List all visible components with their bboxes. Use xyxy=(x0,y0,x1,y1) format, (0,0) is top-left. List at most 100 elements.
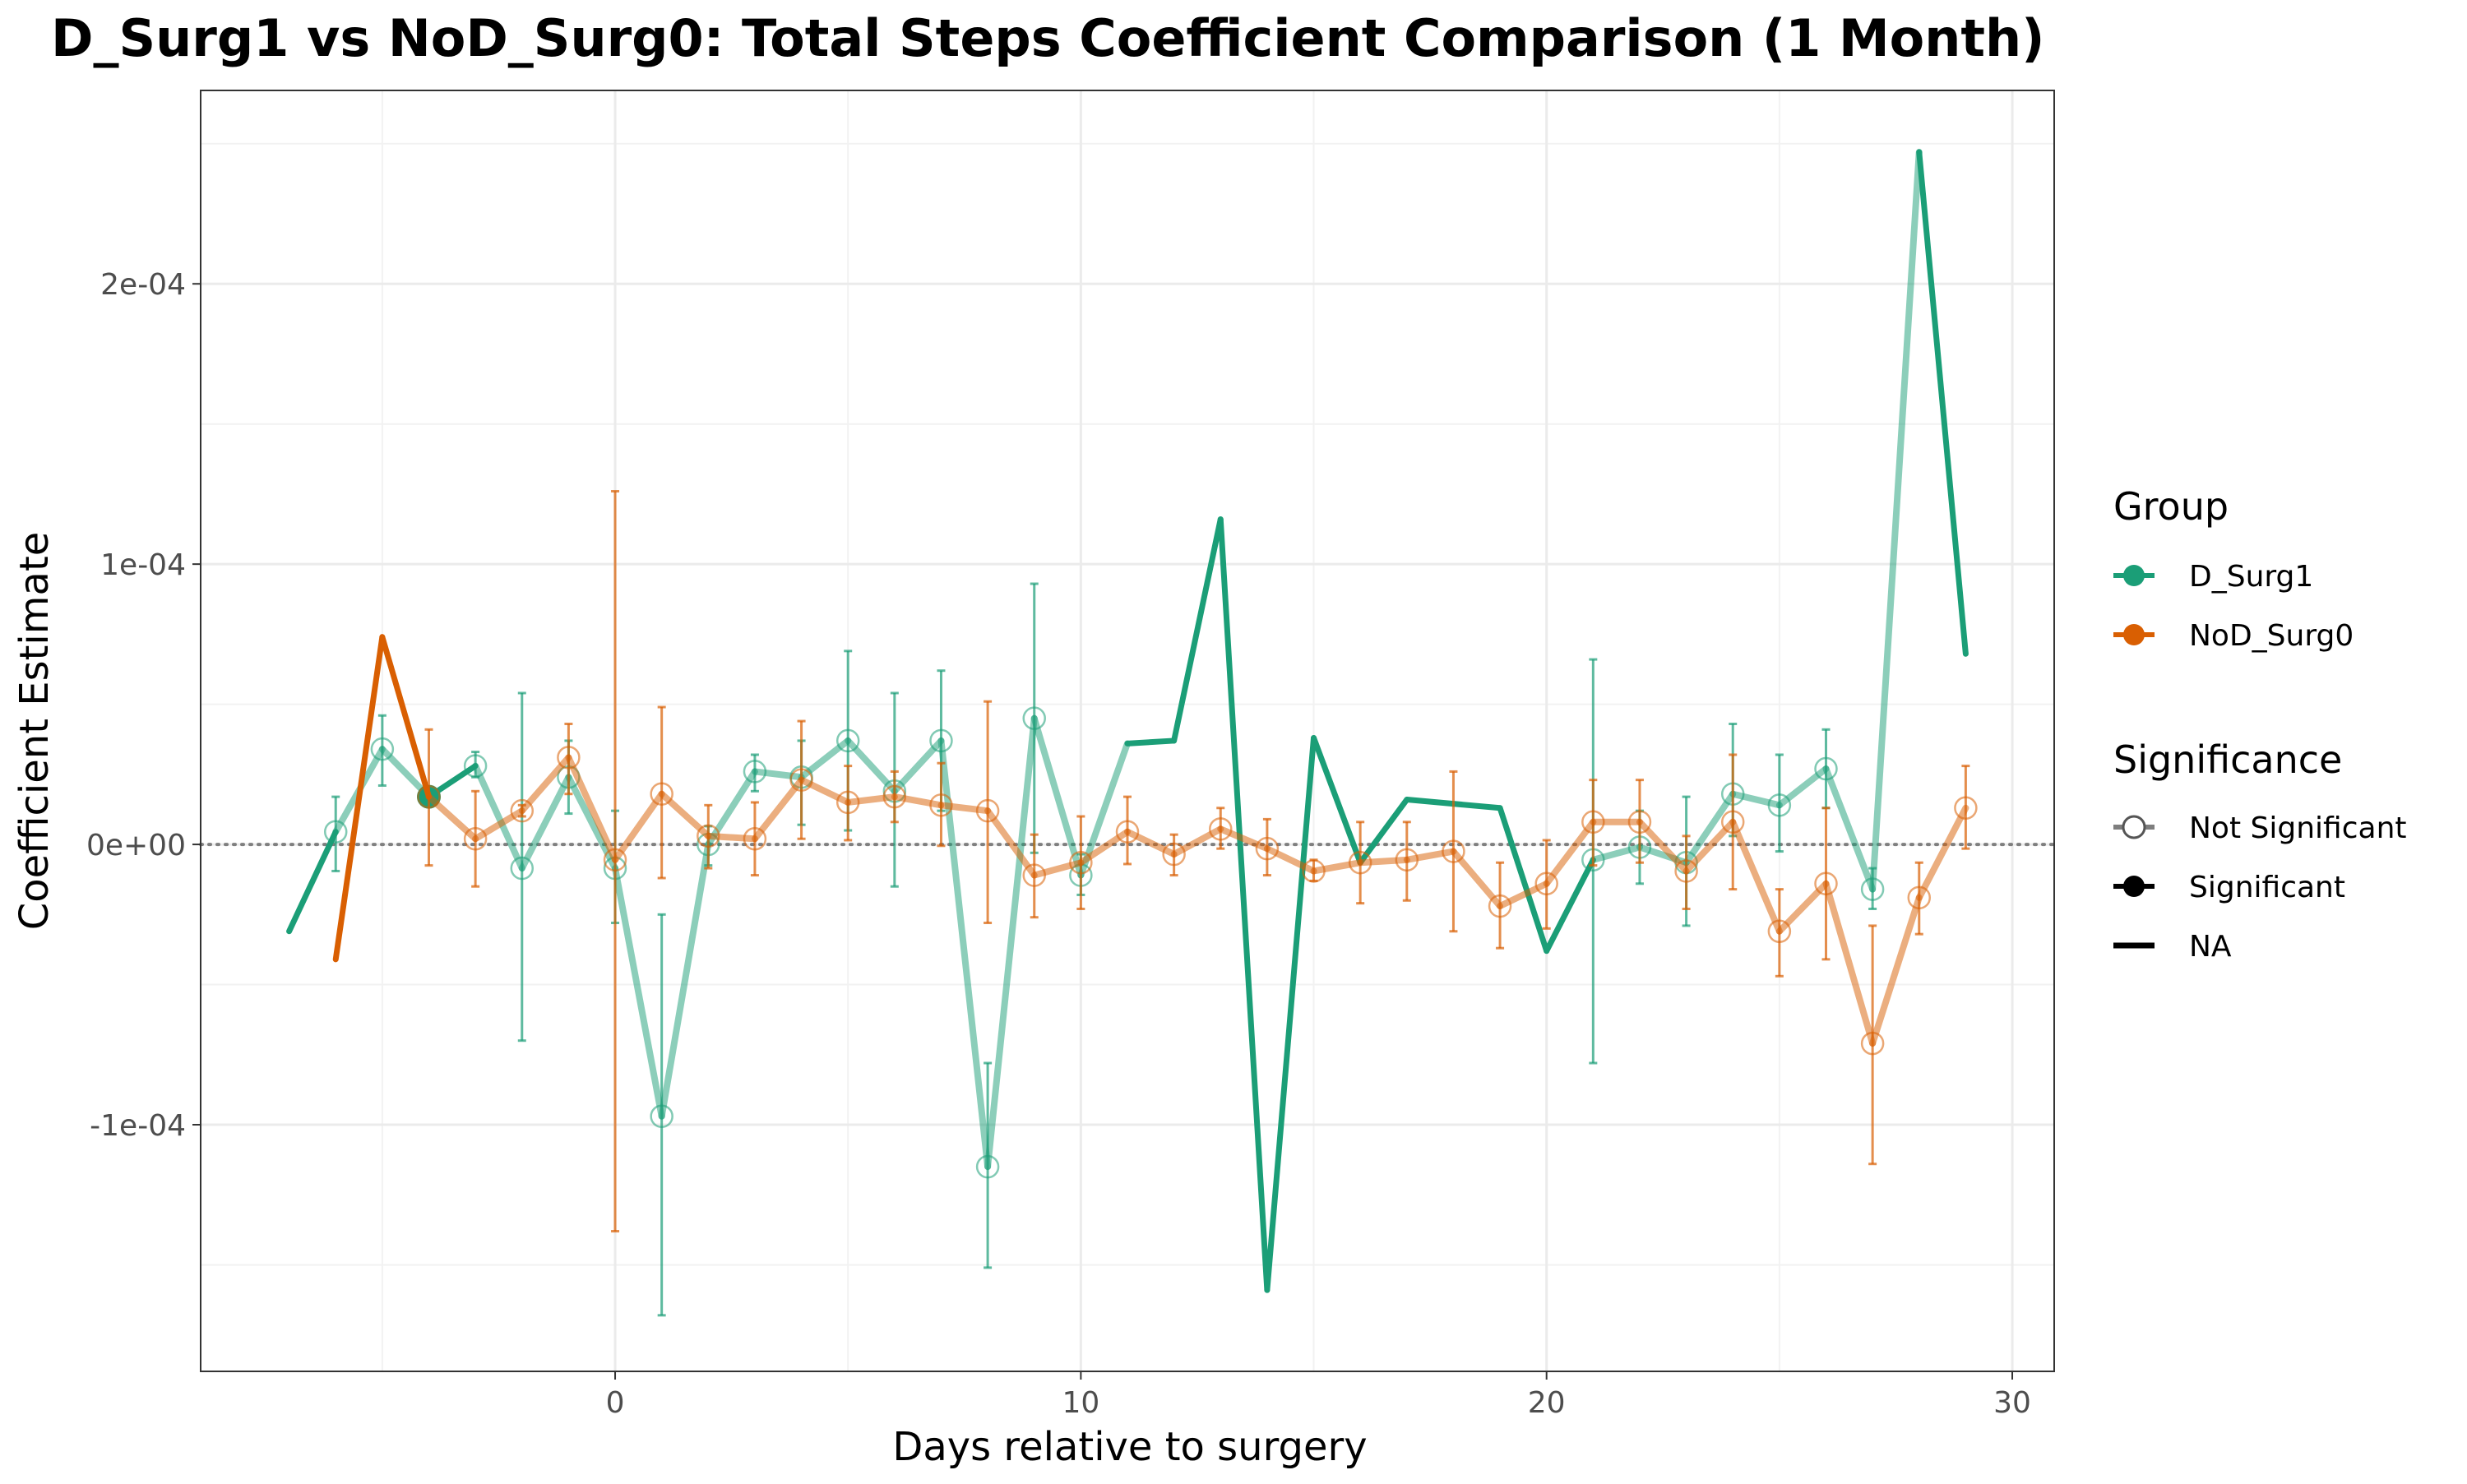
x-tick-label: 0 xyxy=(606,1386,625,1420)
data-point-not-significant xyxy=(1395,848,1419,872)
series-line-segment xyxy=(379,634,433,800)
series-line-segment xyxy=(1124,828,1178,858)
plot-panel xyxy=(201,90,2054,1371)
series-line-segment xyxy=(1077,828,1131,867)
data-point-not-significant xyxy=(323,820,348,844)
legend-group-label: D_Surg1 xyxy=(2189,560,2313,594)
series-line-segment xyxy=(1729,818,1783,935)
data-point-not-significant xyxy=(1581,810,1605,834)
series-line-segment xyxy=(1030,859,1085,879)
data-point-not-significant xyxy=(1348,850,1372,875)
series-line-segment xyxy=(891,793,945,809)
data-point-not-significant xyxy=(510,856,535,881)
legend-group-label: NoD_Surg0 xyxy=(2189,619,2354,653)
series-line-segment xyxy=(1916,149,1969,657)
data-point-not-significant xyxy=(1255,836,1280,861)
series-line-segment xyxy=(1915,804,1969,901)
legend-significance-title: Significance xyxy=(2113,737,2342,782)
series-line-segment xyxy=(1217,825,1271,853)
data-point-not-significant xyxy=(929,728,953,753)
legend-sig-label: Not Significant xyxy=(2189,811,2407,845)
series-line-segment xyxy=(845,793,898,806)
series-line-segment xyxy=(1590,844,1643,863)
x-tick-label: 10 xyxy=(1062,1386,1099,1420)
series-line-segment xyxy=(1403,848,1457,863)
data-point-not-significant xyxy=(882,784,907,809)
data-point-not-significant xyxy=(1814,756,1838,781)
data-point-not-significant xyxy=(975,798,1000,823)
series-line-segment xyxy=(658,841,712,1120)
y-axis-title: Coefficient Estimate xyxy=(12,532,58,931)
data-point-not-significant xyxy=(417,784,441,809)
data-point-not-significant xyxy=(603,848,627,872)
series-line-segment xyxy=(1497,880,1550,910)
legend: Group Significance D_Surg1 NoD_Surg0 Not S… xyxy=(2113,484,2407,964)
data-point-not-significant xyxy=(1069,850,1093,875)
series-line-segment xyxy=(472,807,525,843)
data-point-not-significant xyxy=(1767,793,1792,817)
data-point-not-significant xyxy=(835,790,860,815)
legend-sig-marker xyxy=(2122,815,2146,839)
data-point-not-significant xyxy=(697,824,720,848)
data-point-not-significant xyxy=(1954,796,1978,821)
legend-sig-label: NA xyxy=(2189,930,2232,964)
data-point-not-significant xyxy=(1814,871,1838,896)
series-line-segment xyxy=(751,776,805,843)
series-line-segment xyxy=(1822,765,1877,893)
data-point-not-significant xyxy=(650,782,673,806)
data-point-not-significant xyxy=(650,1104,673,1129)
series-layer xyxy=(286,149,1978,1317)
series-line-segment xyxy=(798,776,852,806)
series-line-segment xyxy=(1264,735,1317,1293)
legend-group-title: Group xyxy=(2113,484,2229,529)
series-line-segment xyxy=(984,807,1038,879)
series-line-segment xyxy=(565,754,619,863)
data-point-not-significant xyxy=(463,754,488,778)
series-line-segment xyxy=(518,774,572,872)
y-tick-label: 2e-04 xyxy=(100,268,186,302)
series-line-segment xyxy=(612,790,665,863)
data-point-not-significant xyxy=(370,737,395,761)
data-point-not-significant xyxy=(510,798,535,823)
data-point-not-significant xyxy=(1022,863,1046,887)
axis-layer: 0 10 20 30 -1e-04 0e+00 1e-04 2e-04 xyxy=(86,268,2031,1420)
series-line-segment xyxy=(937,802,992,815)
y-tick-label: -1e-04 xyxy=(90,1109,186,1143)
panel-border xyxy=(200,90,2055,1372)
x-tick-label: 30 xyxy=(1993,1386,2031,1420)
chart-title: D_Surg1 vs NoD_Surg0: Total Steps Coeffi… xyxy=(51,8,2045,68)
series-line-segment xyxy=(1682,790,1737,867)
series-line-segment xyxy=(1357,797,1410,866)
series-line-segment xyxy=(1543,818,1597,887)
grid-layer xyxy=(201,90,2054,1371)
series-line-segment xyxy=(1124,737,1178,747)
data-point-not-significant xyxy=(1627,810,1652,834)
series-line-segment xyxy=(1171,516,1224,744)
series-line-segment xyxy=(1822,880,1877,1047)
series-line-segment xyxy=(1544,857,1596,955)
series-line-segment xyxy=(1357,856,1410,867)
series-line-segment xyxy=(612,865,665,1120)
data-point-not-significant xyxy=(743,760,767,784)
data-point-not-significant xyxy=(1860,1031,1885,1056)
data-point-not-significant xyxy=(1162,842,1186,867)
series-line-segment xyxy=(1077,740,1131,879)
series-line-segment xyxy=(1170,825,1224,858)
data-point-not-significant xyxy=(1302,859,1326,883)
legend-group-point xyxy=(2123,565,2145,586)
data-point-not-significant xyxy=(1907,885,1932,910)
series-line-segment xyxy=(1263,845,1317,875)
data-point-not-significant xyxy=(1115,820,1140,844)
legend-sig-label: Significant xyxy=(2189,871,2345,904)
series-line-segment xyxy=(1450,848,1504,910)
data-point-not-significant xyxy=(743,827,767,851)
series-line-segment xyxy=(1310,859,1364,875)
series-NoD_Surg0 xyxy=(332,490,1978,1233)
data-point-not-significant xyxy=(1860,877,1885,901)
data-point-not-significant xyxy=(557,746,581,770)
series-line-segment xyxy=(1030,714,1085,879)
series-line-segment xyxy=(1217,516,1271,1293)
x-axis-title: Days relative to surgery xyxy=(892,1424,1367,1470)
